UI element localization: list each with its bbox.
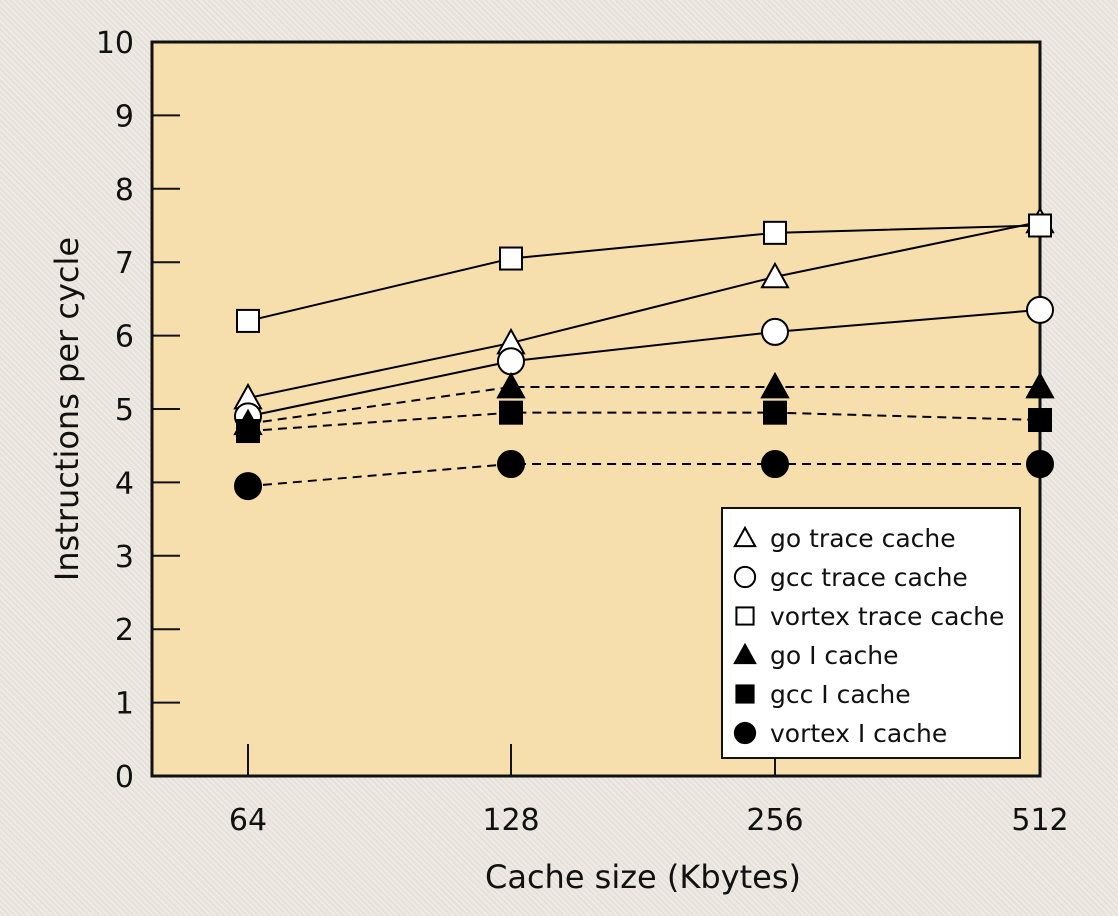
data-point-gcc-i-cache bbox=[236, 419, 260, 444]
x-tick-label: 512 bbox=[1011, 803, 1068, 838]
data-point-vortex-i-cache bbox=[761, 450, 789, 479]
y-axis-title: Instructions per cycle bbox=[48, 237, 86, 581]
y-tick-label: 1 bbox=[115, 687, 134, 722]
data-point-go-i-cache bbox=[760, 371, 790, 399]
data-point-gcc-i-cache bbox=[763, 400, 787, 425]
series-line-vortex-trace-cache bbox=[247, 224, 1041, 322]
legend-marker bbox=[733, 525, 757, 548]
legend-marker bbox=[735, 606, 755, 626]
legend-label: gcc trace cache bbox=[770, 563, 968, 592]
y-tick-label: 3 bbox=[115, 540, 134, 575]
data-point-go-i-cache bbox=[1025, 371, 1055, 399]
legend-label: gcc I cache bbox=[770, 680, 911, 709]
legend-marker bbox=[733, 565, 757, 589]
x-tick-label: 64 bbox=[229, 803, 267, 838]
x-tick-label: 128 bbox=[482, 803, 539, 838]
y-tick-label: 8 bbox=[115, 173, 134, 208]
axis-ticks: 0 1 2 3 4 5 6 7 8 9 10 64 128 256 512 bbox=[96, 26, 1069, 838]
data-point-vortex-i-cache bbox=[1026, 450, 1054, 479]
series-line-vortex-i-cache bbox=[247, 463, 1040, 488]
y-tick-label: 7 bbox=[115, 246, 134, 281]
legend-label: go I cache bbox=[770, 641, 898, 670]
x-axis-title: Cache size (Kbytes) bbox=[485, 858, 801, 896]
y-tick-label: 4 bbox=[115, 466, 134, 501]
series-line-go-i-cache bbox=[247, 385, 1040, 425]
data-point-go-i-cache bbox=[496, 371, 526, 399]
data-point-vortex-trace-cache bbox=[499, 246, 523, 271]
legend-box bbox=[721, 507, 1021, 759]
y-tick-label: 9 bbox=[115, 99, 134, 134]
data-point-vortex-trace-cache bbox=[763, 220, 787, 245]
series-line-gcc-i-cache bbox=[247, 411, 1041, 433]
series-markers bbox=[233, 206, 1055, 501]
y-tick-label: 0 bbox=[115, 760, 134, 795]
y-tick-label: 5 bbox=[115, 393, 134, 428]
legend-marker bbox=[733, 642, 757, 665]
y-tick-label: 6 bbox=[115, 320, 134, 355]
data-point-vortex-i-cache bbox=[497, 450, 525, 479]
data-point-go-trace-cache bbox=[760, 261, 790, 289]
series-line-go-trace-cache bbox=[247, 220, 1041, 399]
legend: go trace cache gcc trace cache vortex trac… bbox=[721, 507, 1021, 759]
x-tick-label: 256 bbox=[746, 803, 803, 838]
y-tick-label: 10 bbox=[96, 26, 134, 61]
data-point-gcc-i-cache bbox=[499, 400, 523, 425]
data-point-gcc-i-cache bbox=[1028, 408, 1052, 433]
data-point-gcc-trace-cache bbox=[1026, 295, 1054, 324]
legend-label: vortex trace cache bbox=[770, 602, 1004, 631]
data-point-gcc-trace-cache bbox=[497, 347, 525, 376]
y-tick-label: 2 bbox=[115, 613, 134, 648]
data-point-gcc-trace-cache bbox=[761, 317, 789, 346]
legend-label: vortex I cache bbox=[770, 719, 947, 748]
series-line-gcc-trace-cache bbox=[247, 308, 1041, 418]
legend-label: go trace cache bbox=[770, 524, 956, 553]
series-lines bbox=[247, 220, 1041, 488]
data-point-vortex-i-cache bbox=[234, 472, 262, 501]
legend-marker bbox=[733, 721, 757, 745]
legend-marker bbox=[735, 684, 755, 704]
data-point-vortex-trace-cache bbox=[236, 308, 260, 333]
data-point-vortex-trace-cache bbox=[1028, 213, 1052, 238]
